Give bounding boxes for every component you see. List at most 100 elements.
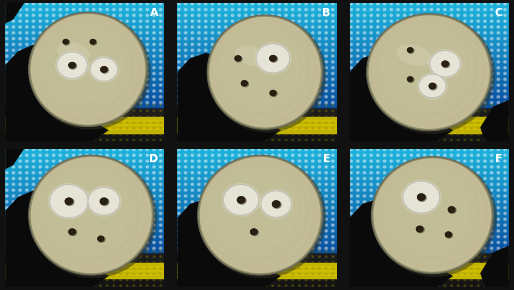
Circle shape	[319, 285, 320, 287]
Circle shape	[271, 84, 274, 86]
Circle shape	[464, 14, 466, 17]
Circle shape	[160, 128, 161, 129]
Circle shape	[185, 230, 187, 232]
Circle shape	[6, 172, 8, 174]
Circle shape	[397, 241, 399, 244]
Circle shape	[299, 139, 300, 141]
Bar	[5, 135, 164, 137]
Circle shape	[265, 206, 267, 209]
Bar	[5, 114, 164, 116]
Circle shape	[153, 235, 155, 238]
Circle shape	[403, 78, 406, 80]
Circle shape	[106, 235, 108, 238]
Circle shape	[39, 78, 42, 80]
Circle shape	[430, 102, 433, 104]
Circle shape	[159, 102, 162, 104]
Circle shape	[86, 14, 88, 17]
Bar	[350, 209, 509, 211]
Circle shape	[205, 20, 207, 22]
Circle shape	[285, 154, 287, 156]
Circle shape	[93, 177, 95, 180]
Circle shape	[245, 224, 247, 226]
Circle shape	[311, 235, 314, 238]
Circle shape	[106, 3, 108, 5]
Bar	[350, 30, 509, 33]
Circle shape	[417, 8, 419, 11]
Circle shape	[185, 61, 187, 63]
Circle shape	[497, 78, 500, 80]
Circle shape	[245, 72, 247, 75]
Circle shape	[53, 279, 54, 281]
Circle shape	[424, 201, 426, 203]
Circle shape	[106, 224, 108, 226]
Ellipse shape	[380, 164, 480, 260]
Circle shape	[99, 37, 102, 40]
Circle shape	[325, 267, 327, 269]
Circle shape	[417, 43, 419, 46]
Circle shape	[106, 32, 108, 34]
Circle shape	[258, 55, 261, 57]
Circle shape	[370, 43, 373, 46]
Circle shape	[271, 154, 274, 156]
Circle shape	[291, 235, 294, 238]
Circle shape	[185, 256, 187, 258]
Circle shape	[311, 160, 314, 162]
Circle shape	[198, 177, 200, 180]
Circle shape	[417, 194, 427, 202]
Circle shape	[410, 183, 413, 186]
Circle shape	[66, 133, 68, 135]
Circle shape	[311, 224, 314, 226]
Circle shape	[6, 201, 8, 203]
Circle shape	[245, 133, 247, 135]
Circle shape	[106, 172, 108, 174]
Circle shape	[19, 84, 22, 86]
Circle shape	[218, 262, 220, 263]
Circle shape	[424, 139, 426, 141]
Circle shape	[299, 267, 300, 269]
Circle shape	[39, 262, 41, 263]
Circle shape	[72, 26, 75, 28]
Circle shape	[86, 166, 88, 168]
Circle shape	[383, 224, 386, 226]
Circle shape	[401, 180, 442, 215]
Circle shape	[99, 8, 102, 11]
Circle shape	[205, 172, 207, 174]
Circle shape	[471, 104, 472, 106]
Circle shape	[191, 148, 194, 151]
Circle shape	[32, 26, 35, 28]
Circle shape	[450, 195, 453, 197]
Circle shape	[6, 14, 8, 17]
Circle shape	[225, 224, 227, 226]
Circle shape	[305, 49, 307, 51]
Circle shape	[12, 78, 15, 80]
Circle shape	[139, 218, 142, 220]
Circle shape	[86, 104, 88, 106]
Circle shape	[291, 148, 294, 151]
Circle shape	[285, 250, 287, 252]
Circle shape	[6, 273, 8, 275]
Circle shape	[504, 55, 506, 57]
Circle shape	[325, 241, 327, 244]
Circle shape	[12, 172, 15, 174]
Bar	[350, 239, 509, 241]
Circle shape	[424, 3, 426, 5]
Circle shape	[86, 128, 88, 129]
Bar	[350, 116, 509, 118]
Circle shape	[497, 96, 500, 98]
Circle shape	[272, 262, 273, 263]
Circle shape	[332, 247, 334, 249]
Circle shape	[66, 183, 68, 186]
Circle shape	[88, 187, 120, 215]
Circle shape	[139, 224, 142, 226]
Circle shape	[245, 67, 247, 69]
Bar	[350, 282, 509, 285]
Circle shape	[285, 172, 287, 174]
Circle shape	[133, 247, 135, 249]
Circle shape	[86, 230, 88, 232]
Circle shape	[79, 195, 82, 197]
Circle shape	[100, 285, 101, 287]
Circle shape	[258, 8, 261, 11]
Circle shape	[231, 148, 234, 151]
Ellipse shape	[198, 155, 323, 275]
Circle shape	[271, 235, 274, 238]
